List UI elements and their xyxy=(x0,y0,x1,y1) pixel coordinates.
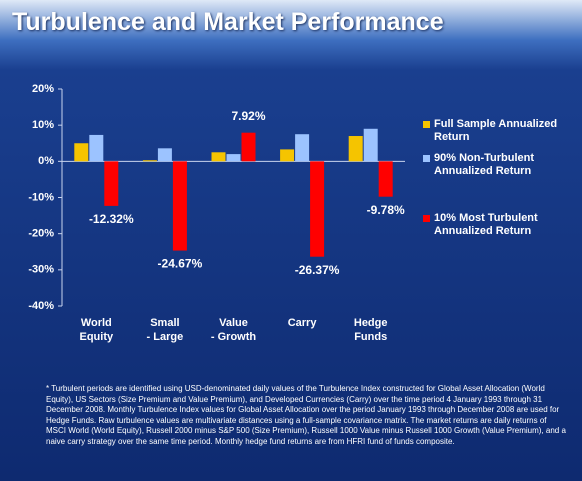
value-label: -24.67% xyxy=(158,257,203,271)
x-tick-label: Hedge Funds xyxy=(354,317,388,343)
footnote: * Turbulent periods are identified using… xyxy=(46,384,566,446)
bar xyxy=(241,132,256,162)
x-tick-label: Carry xyxy=(288,317,318,329)
bar xyxy=(310,161,325,257)
bar xyxy=(172,161,187,251)
legend-label: Full Sample Annualized Return xyxy=(434,118,558,143)
chart-title: Turbulence and Market Performance xyxy=(12,8,444,36)
bar xyxy=(348,136,363,162)
bar xyxy=(280,149,295,162)
x-tick-label: Value - Growth xyxy=(211,317,256,343)
bar xyxy=(363,128,378,162)
value-label: 7.92% xyxy=(231,109,265,123)
bar xyxy=(74,143,89,162)
y-tick-label: -40% xyxy=(28,300,54,312)
y-tick-label: -30% xyxy=(28,264,54,276)
bar xyxy=(378,161,393,197)
y-tick-label: -10% xyxy=(28,191,54,203)
x-tick-label: Small - Large xyxy=(147,317,184,343)
x-tick-label: World Equity xyxy=(79,317,113,343)
y-tick-label: -20% xyxy=(28,228,54,240)
bar xyxy=(226,154,241,162)
y-tick-label: 0% xyxy=(38,155,54,167)
legend-swatch xyxy=(423,215,430,222)
legend-label: 90% Non-Turbulent Annualized Return xyxy=(434,152,535,177)
legend-swatch xyxy=(423,121,430,128)
value-label: -9.78% xyxy=(367,203,405,217)
bar xyxy=(295,134,310,162)
legend-entry: 90% Non-Turbulent Annualized Return xyxy=(423,152,573,178)
bar xyxy=(211,152,226,162)
value-label: -12.32% xyxy=(89,212,134,226)
legend-label: 10% Most Turbulent Annualized Return xyxy=(434,212,538,237)
bar xyxy=(89,134,104,162)
bar xyxy=(157,148,172,162)
y-tick-label: 20% xyxy=(32,83,54,95)
legend-swatch xyxy=(423,155,430,162)
legend-entry: 10% Most Turbulent Annualized Return xyxy=(423,212,573,238)
y-tick-label: 10% xyxy=(32,119,54,131)
legend-entry: Full Sample Annualized Return xyxy=(423,118,573,144)
value-label: -26.37% xyxy=(295,263,340,277)
bar xyxy=(104,161,119,206)
bar xyxy=(142,160,157,162)
